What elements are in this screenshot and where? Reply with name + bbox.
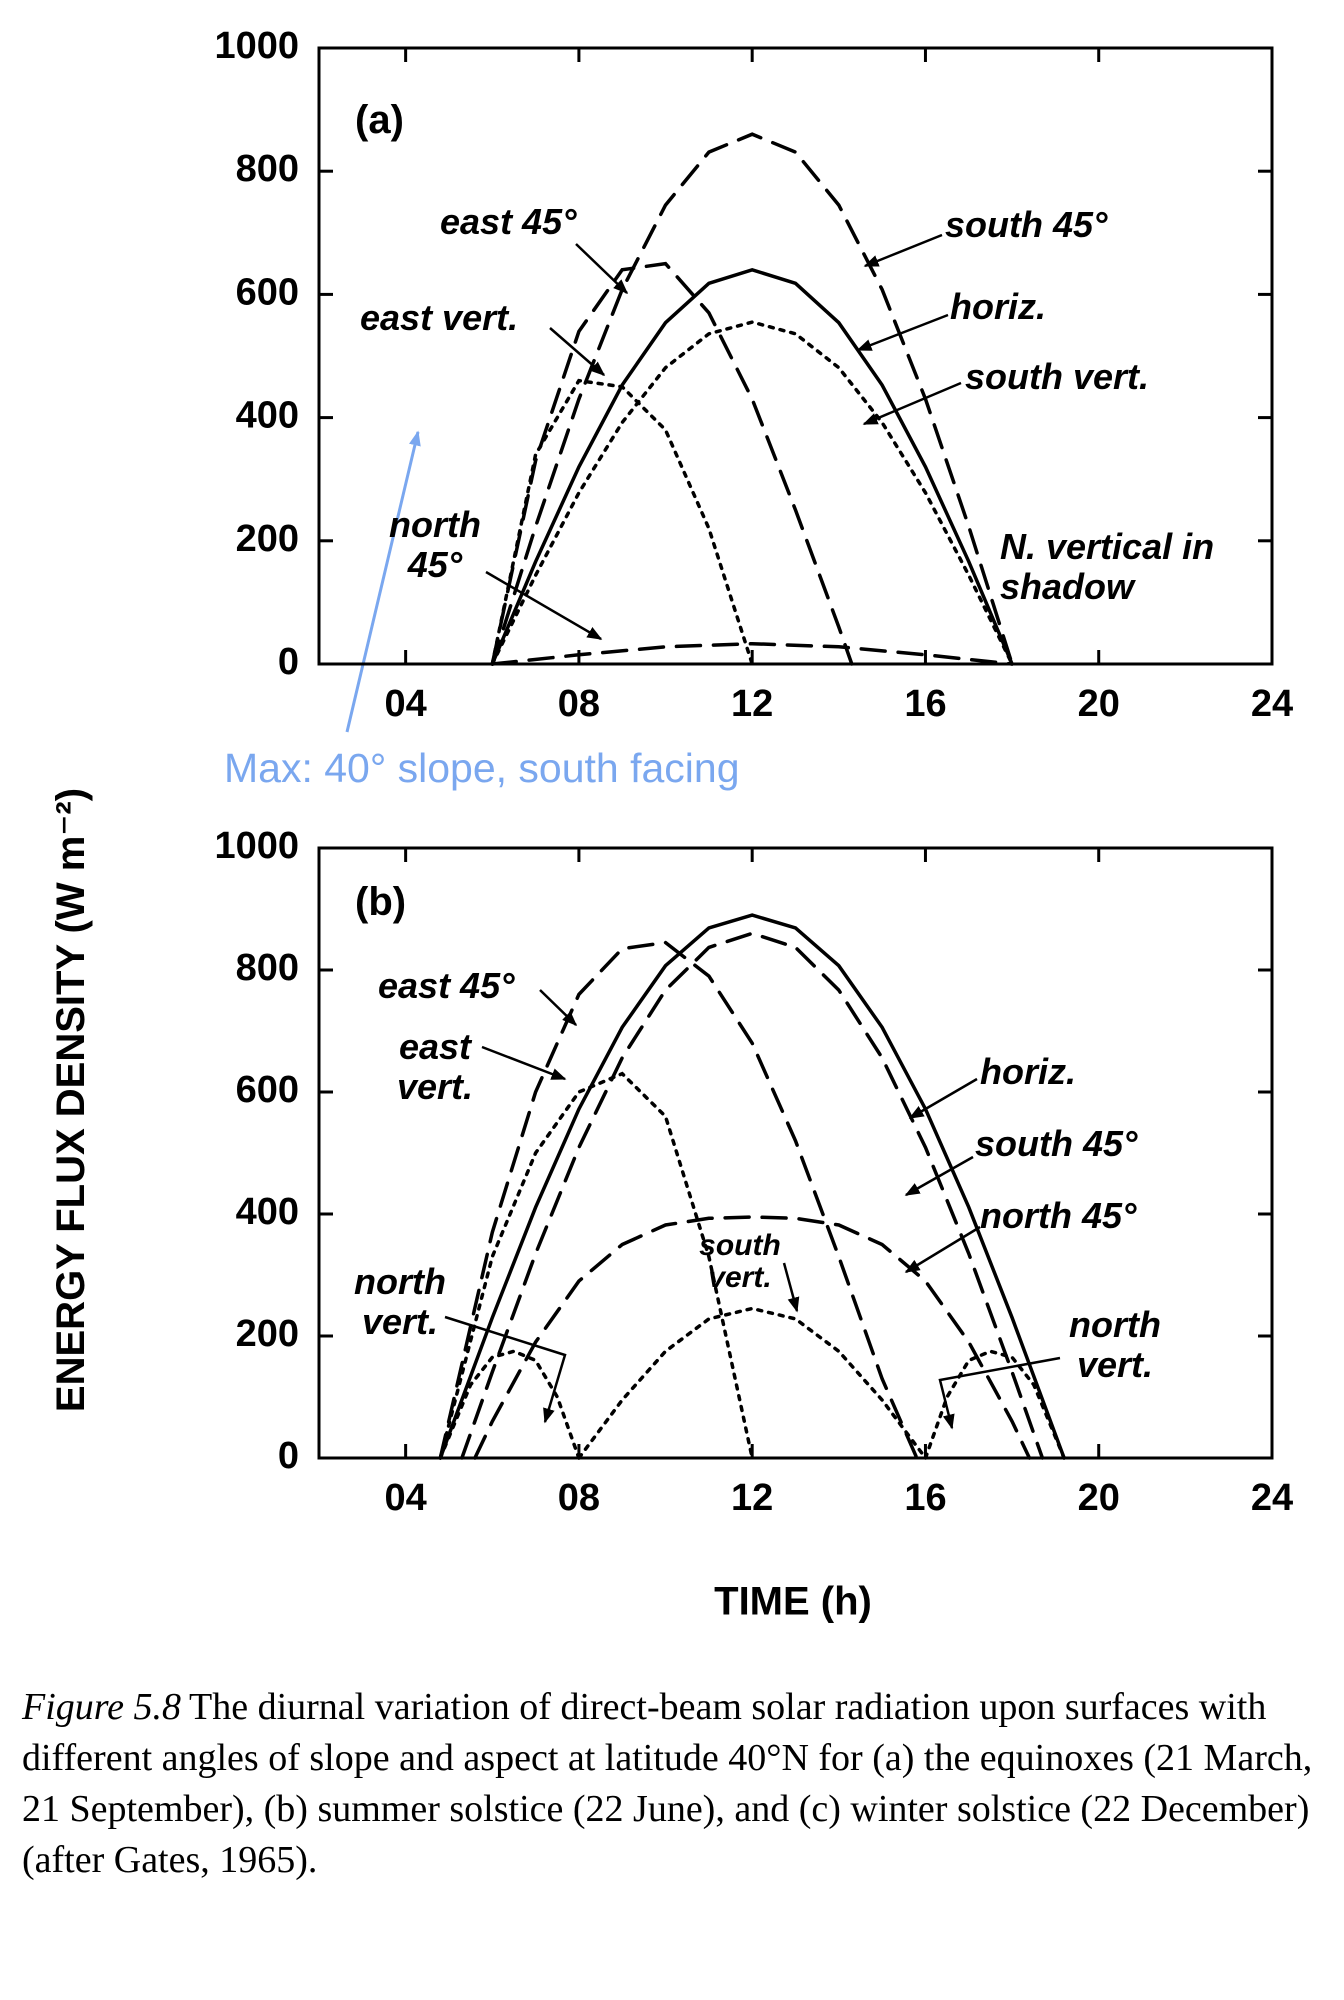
annotation-arrow <box>345 430 421 733</box>
x-tick-label: 16 <box>904 683 946 725</box>
caption-text: The diurnal variation of direct-beam sol… <box>22 1686 1313 1881</box>
y-tick-label: 200 <box>236 518 299 560</box>
leader-arrow <box>863 233 943 268</box>
series-label: east 45° <box>440 201 577 242</box>
y-tick-label: 200 <box>236 1313 299 1355</box>
y-tick-label: 600 <box>236 271 299 313</box>
x-tick-label: 16 <box>904 1477 946 1519</box>
data-line <box>490 378 754 666</box>
leader-arrow <box>539 989 578 1027</box>
x-tick-label: 24 <box>1251 1477 1293 1519</box>
y-tick-label: 0 <box>278 1435 299 1477</box>
y-tick-label: 800 <box>236 947 299 989</box>
series-label: east 45° <box>378 965 515 1006</box>
x-tick-label: 20 <box>1078 683 1120 725</box>
x-axis-title: TIME (h) <box>714 1579 872 1624</box>
x-tick-label: 08 <box>558 1477 600 1519</box>
plot-frame <box>317 46 1274 666</box>
data-line <box>490 132 1014 666</box>
y-tick-label: 600 <box>236 1069 299 1111</box>
data-line <box>577 1306 928 1460</box>
leader-arrow <box>575 243 629 295</box>
annotation: Max: 40° slope, south facing <box>224 745 740 791</box>
series-label: south vert. <box>965 356 1150 397</box>
data-line <box>460 931 1045 1460</box>
leader-arrow <box>549 327 606 376</box>
series-label: south 45° <box>975 1123 1138 1164</box>
note: N. vertical in shadow <box>1000 526 1215 607</box>
leader-arrows <box>444 233 1061 1430</box>
y-tick-label: 800 <box>236 148 299 190</box>
leader-arrow <box>938 1356 1061 1430</box>
leader-arrow <box>856 313 949 352</box>
y-tick-label: 1000 <box>214 25 299 67</box>
x-tick-label: 24 <box>1251 683 1293 725</box>
series-label: east vert. <box>396 1026 474 1107</box>
series-label: north vert. <box>354 1261 446 1342</box>
x-tick-label: 04 <box>384 1477 426 1519</box>
leader-arrow <box>481 1045 567 1081</box>
panel-label: (b) <box>355 880 407 924</box>
series-label: east vert. <box>360 297 519 338</box>
leader-arrow <box>862 381 962 426</box>
leader-arrow <box>904 1225 981 1274</box>
data-line <box>438 940 919 1460</box>
x-tick-label: 04 <box>384 683 426 725</box>
x-tick-label: 12 <box>731 1477 773 1519</box>
leader-arrow <box>908 1077 978 1120</box>
caption-label: Figure 5.8 <box>22 1686 182 1728</box>
data-line <box>473 1215 1032 1460</box>
data-line <box>438 1349 1066 1460</box>
panel-label: (a) <box>355 98 404 142</box>
data-line <box>490 641 1014 666</box>
series-label: south 45° <box>945 204 1108 245</box>
series-label: north vert. <box>1069 1304 1161 1385</box>
series-label: north 45° <box>980 1195 1137 1236</box>
data-line <box>490 267 1014 666</box>
data-line <box>490 261 854 666</box>
x-tick-label: 08 <box>558 683 600 725</box>
series-label: horiz. <box>980 1051 1076 1092</box>
leader-arrow <box>904 1155 974 1197</box>
series-label: horiz. <box>950 286 1046 327</box>
plot-frame <box>317 846 1274 1460</box>
caption: Figure 5.8 The diurnal variation of direc… <box>22 1682 1322 1886</box>
y-axis-title: ENERGY FLUX DENSITY (W m⁻²) <box>49 787 93 1413</box>
y-tick-label: 0 <box>278 641 299 683</box>
y-tick-label: 400 <box>236 395 299 437</box>
x-tick-label: 12 <box>731 683 773 725</box>
leader-arrow <box>782 1262 800 1313</box>
series-label: north 45° <box>389 504 481 585</box>
y-tick-label: 400 <box>236 1191 299 1233</box>
leader-arrow <box>444 1315 567 1424</box>
x-tick-label: 20 <box>1078 1477 1120 1519</box>
series-label: south vert. <box>699 1229 781 1294</box>
leader-arrow <box>485 570 603 641</box>
y-tick-label: 1000 <box>214 825 299 867</box>
data-line <box>438 913 1066 1460</box>
data-line <box>438 1071 754 1460</box>
data-line <box>490 320 1014 666</box>
